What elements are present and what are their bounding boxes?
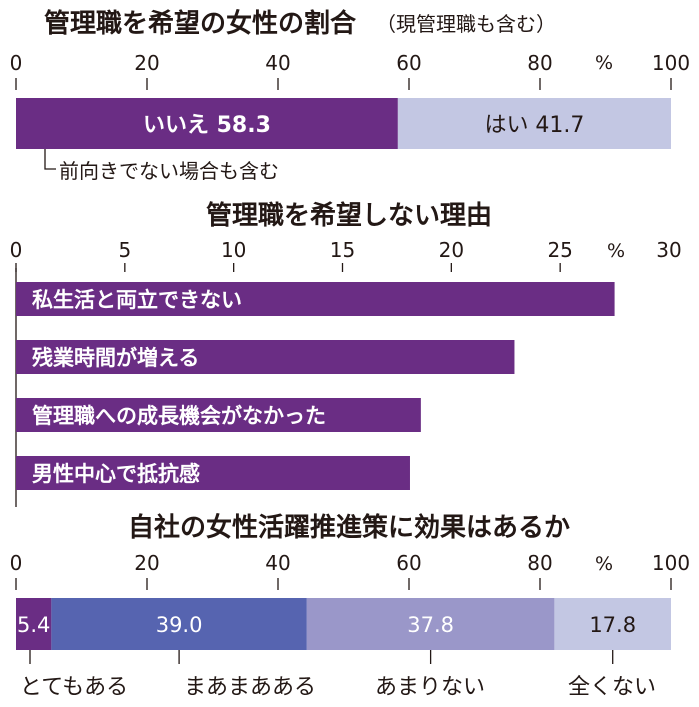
chart-3-segment-value: 37.8 <box>407 613 454 637</box>
chart-3-category-label: 全くない <box>568 675 656 700</box>
chart-3-axis-ticks: 0 20 40 60 80 100 <box>10 551 690 590</box>
chart-3-tick-label: 100 <box>652 551 690 575</box>
chart-3-bars: 5.4 39.0 37.8 17.8 <box>16 598 671 650</box>
chart-2-tick-label: 0 <box>10 238 23 262</box>
chart-2-bar <box>16 282 615 316</box>
chart-1-tick-label: 0 <box>10 51 23 75</box>
chart-3-category-label: とてもある <box>20 675 128 700</box>
chart-1-bar-segment <box>397 98 671 149</box>
chart-1-title: 管理職を希望の女性の割合 <box>44 8 357 39</box>
chart-1-segment-label: いいえ 58.3 <box>143 113 271 138</box>
chart-2-title: 管理職を希望しない理由 <box>206 200 492 231</box>
chart-3-tick-label: 60 <box>396 551 421 575</box>
chart-3-bar-segment <box>554 598 671 650</box>
chart-3-segment-value: 39.0 <box>156 613 203 637</box>
chart-1-tick-label: 20 <box>134 51 159 75</box>
chart-1-unit: % <box>595 52 613 74</box>
chart-2-tick-label: 30 <box>656 238 681 262</box>
chart-3-bar-segment <box>306 598 555 650</box>
chart-3-segment-value: 17.8 <box>589 613 636 637</box>
chart-1-axis-ticks: 0 20 40 60 80 100 <box>10 51 690 90</box>
chart-3-title: 自社の女性活躍推進策に効果はあるか <box>128 512 570 543</box>
chart-2-tick-label: 5 <box>118 238 131 262</box>
chart-1-tick-label: 80 <box>527 51 552 75</box>
chart-1-tick-label: 100 <box>652 51 690 75</box>
chart-3: 自社の女性活躍推進策に効果はあるか 0 20 40 60 80 100 % 5.4 39.0… <box>10 512 690 700</box>
chart-3-unit: % <box>595 553 613 575</box>
chart-2-category-label: 管理職への成長機会がなかった <box>32 404 326 428</box>
chart-3-segment-value: 5.4 <box>17 613 50 637</box>
chart-2-bar <box>16 456 410 490</box>
chart-1-bar-segment <box>16 98 398 149</box>
chart-2-tick-label: 10 <box>221 238 246 262</box>
chart-3-tick-label: 20 <box>134 551 159 575</box>
chart-2-category-label: 男性中心で抵抗感 <box>32 462 200 486</box>
chart-1: 管理職を希望の女性の割合 （現管理職も含む） 0 20 40 60 80 100 % いい… <box>10 8 690 183</box>
chart-2-category-label: 残業時間が増える <box>32 346 199 370</box>
chart-3-category-label: まあまあある <box>184 675 316 700</box>
chart-2-axis-ticks: 0 5 10 15 20 25 30 <box>10 238 682 272</box>
chart-2-category-label: 私生活と両立できない <box>32 288 242 312</box>
chart-2-bar <box>16 340 515 374</box>
chart-2-bar <box>16 398 421 432</box>
chart-3-category-label: あまりない <box>375 675 485 700</box>
chart-2-tick-label: 15 <box>330 238 355 262</box>
chart-3-tick-label: 0 <box>10 551 23 575</box>
chart-1-subtitle: （現管理職も含む） <box>376 12 556 36</box>
chart-1-annotation: 前向きでない場合も含む <box>59 159 279 183</box>
chart-2-tick-label: 25 <box>547 238 572 262</box>
chart-3-tick-label: 80 <box>527 551 552 575</box>
chart-3-bar-segment <box>51 598 307 650</box>
chart-2-unit: % <box>607 240 625 262</box>
chart-1-annotation-leader <box>44 149 56 170</box>
chart-2-tick-label: 20 <box>439 238 464 262</box>
chart-1-tick-label: 60 <box>396 51 421 75</box>
chart-3-bar-segment <box>16 598 52 650</box>
chart-1-segment-label: はい 41.7 <box>484 113 584 138</box>
chart-2: 管理職を希望しない理由 0 5 10 15 20 25 30 % 私生活と両立できない残業時… <box>10 200 682 507</box>
chart-3-category-labels: とてもある まあまあある あまりない 全くない <box>20 650 656 700</box>
chart-1-bars: いいえ 58.3 はい 41.7 <box>16 98 671 149</box>
chart-3-tick-label: 40 <box>265 551 290 575</box>
chart-1-tick-label: 40 <box>265 51 290 75</box>
